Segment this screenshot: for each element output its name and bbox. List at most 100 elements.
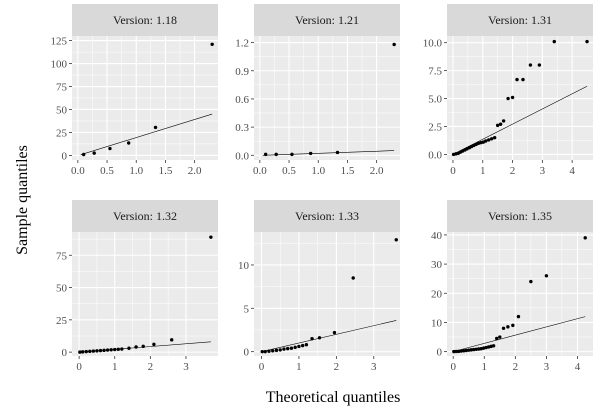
y-tick-label: 5 — [244, 303, 250, 315]
data-point — [78, 350, 82, 354]
facet-panel: Version: 1.33 0 1 2 3 0 5 10 — [238, 200, 400, 373]
y-tick-label: 75 — [56, 82, 68, 94]
data-point — [394, 238, 398, 242]
data-point — [116, 347, 120, 351]
data-point — [510, 95, 515, 100]
y-tick-label: 2.5 — [428, 121, 442, 133]
data-point — [91, 349, 96, 353]
data-point — [495, 336, 499, 341]
plot-panel — [447, 232, 593, 356]
data-point — [80, 350, 85, 354]
data-point — [153, 125, 158, 130]
data-point — [81, 152, 86, 157]
facet-panel: Version: 1.21 0.0 0.5 1.0 1.5 2.0 0.0 0.3 0.6 0.9… — [235, 4, 400, 177]
y-tick-label: 10 — [238, 260, 250, 272]
data-point — [501, 119, 506, 123]
data-point — [120, 347, 124, 351]
data-point — [515, 77, 519, 82]
data-point — [506, 96, 510, 101]
data-point — [278, 348, 282, 352]
data-point — [304, 343, 309, 347]
data-point — [98, 348, 103, 353]
data-point — [537, 63, 542, 67]
qq-reference-line — [261, 320, 397, 352]
data-point — [467, 348, 471, 352]
y-tick-label: 0 — [244, 347, 250, 359]
x-tick-label: 2.0 — [370, 165, 384, 177]
data-point — [516, 314, 521, 319]
plot-panel — [447, 36, 593, 160]
data-point — [271, 349, 275, 353]
y-tick-label: 5.0 — [428, 94, 442, 106]
data-point — [529, 279, 533, 284]
y-axis-title: Sample quantiles — [14, 145, 31, 255]
data-point — [263, 152, 268, 157]
facet-strip — [447, 4, 593, 36]
facet-strip — [254, 200, 400, 232]
data-point — [583, 236, 587, 240]
data-point — [492, 135, 497, 140]
plot-panel — [254, 232, 400, 356]
plot-panel — [72, 232, 218, 356]
y-tick-label: 25 — [56, 127, 68, 139]
facet-panel: Version: 1.18 0.0 0.5 1.0 1.5 2.0 0 25 50 75 100 12… — [51, 4, 218, 177]
qq-reference-line — [80, 113, 213, 155]
y-tick-label: 50 — [56, 283, 68, 295]
data-point — [474, 347, 478, 351]
facet-panels: Version: 1.180.0 0.5 1.0 1.5 2.0025507510012… — [51, 4, 593, 373]
data-point — [300, 343, 305, 348]
x-tick-label: 1 — [482, 361, 488, 373]
data-point — [501, 326, 506, 330]
data-point — [585, 39, 589, 44]
facet-strip — [72, 200, 218, 232]
x-tick-label: 4 — [575, 361, 581, 373]
data-point — [92, 151, 96, 155]
data-point — [285, 346, 290, 351]
x-tick-label: 3 — [371, 361, 377, 373]
y-tick-label: 10.0 — [423, 38, 443, 50]
y-tick-label: 0.3 — [235, 122, 249, 134]
x-tick-label: 0.5 — [100, 165, 114, 177]
x-tick-label: 2 — [334, 361, 340, 373]
y-tick-label: 75 — [56, 250, 68, 262]
y-tick-label: 100 — [51, 59, 68, 71]
data-point — [170, 338, 174, 342]
data-point — [84, 349, 88, 354]
x-axis-title: Theoretical quantiles — [266, 389, 401, 406]
x-tick-label: 0.5 — [282, 165, 296, 177]
x-tick-label: 0 — [450, 165, 456, 177]
facet-strip-label: Version: 1.33 — [295, 209, 359, 223]
facet-panel: Version: 1.32 0 1 2 3 0 25 50 75 — [56, 200, 218, 373]
data-point — [113, 347, 117, 352]
qq-reference-line — [262, 150, 395, 156]
data-point — [95, 349, 99, 353]
data-point — [506, 325, 510, 329]
data-point — [464, 348, 468, 353]
x-tick-label: 2.0 — [188, 165, 202, 177]
data-point — [487, 138, 491, 142]
x-tick-label: 3 — [544, 361, 550, 373]
data-point — [552, 39, 556, 44]
data-point — [126, 141, 131, 145]
y-tick-label: 0 — [62, 347, 68, 359]
x-tick-label: 2 — [513, 361, 519, 373]
data-point — [351, 276, 355, 280]
y-tick-label: 10 — [431, 317, 443, 329]
facet-strip-label: Version: 1.21 — [295, 13, 359, 27]
data-point — [462, 349, 466, 353]
x-tick-label: 0.0 — [253, 165, 267, 177]
x-tick-label: 0 — [76, 361, 82, 373]
data-point — [109, 348, 113, 352]
x-tick-label: 2 — [148, 361, 154, 373]
facet-strip — [72, 4, 218, 36]
data-point — [317, 336, 322, 340]
data-point — [489, 137, 494, 141]
data-point — [152, 342, 156, 347]
data-point — [282, 347, 286, 351]
x-tick-label: 0 — [450, 361, 456, 373]
y-tick-label: 0 — [62, 150, 68, 162]
x-tick-label: 1 — [296, 361, 302, 373]
facet-strip-label: Version: 1.31 — [488, 13, 552, 27]
